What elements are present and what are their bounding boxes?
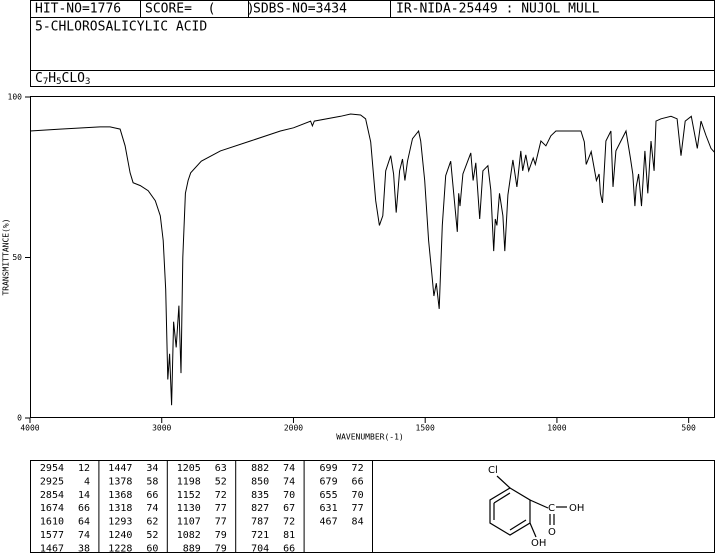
peak-wavenumber: 1228 bbox=[108, 543, 132, 553]
peak-wavenumber: 1577 bbox=[40, 530, 64, 541]
peak-transmittance: 66 bbox=[352, 476, 364, 487]
x-tick-label: 2000 bbox=[284, 424, 303, 433]
peak-wavenumber: 889 bbox=[183, 543, 201, 553]
peak-transmittance: 72 bbox=[352, 463, 364, 474]
peak-wavenumber: 1205 bbox=[177, 463, 201, 474]
peak-transmittance: 60 bbox=[146, 543, 158, 553]
peak-transmittance: 63 bbox=[215, 463, 227, 474]
peak-transmittance: 12 bbox=[78, 463, 90, 474]
peak-transmittance: 72 bbox=[215, 490, 227, 501]
peak-wavenumber: 1368 bbox=[108, 490, 132, 501]
method: IR-NIDA-25449 : NUJOL MULL bbox=[396, 2, 600, 17]
peak-wavenumber: 2854 bbox=[40, 490, 64, 501]
peak-transmittance: 58 bbox=[146, 476, 158, 487]
peak-wavenumber: 631 bbox=[320, 503, 338, 514]
peak-transmittance: 64 bbox=[78, 517, 90, 528]
peak-transmittance: 74 bbox=[283, 463, 295, 474]
peak-wavenumber: 699 bbox=[320, 463, 338, 474]
peak-transmittance: 52 bbox=[146, 530, 158, 541]
peak-wavenumber: 1674 bbox=[40, 503, 64, 514]
peak-transmittance: 70 bbox=[283, 490, 295, 501]
x-tick-label: 1000 bbox=[547, 424, 566, 433]
peak-wavenumber: 1610 bbox=[40, 517, 64, 528]
peak-wavenumber: 2925 bbox=[40, 476, 64, 487]
peak-transmittance: 74 bbox=[78, 530, 90, 541]
peak-transmittance: 34 bbox=[146, 463, 158, 474]
peak-transmittance: 81 bbox=[283, 530, 295, 541]
frames bbox=[30, 0, 715, 553]
peak-wavenumber: 1318 bbox=[108, 503, 132, 514]
peak-transmittance: 66 bbox=[146, 490, 158, 501]
x-tick-label: 4000 bbox=[20, 424, 39, 433]
y-tick-label: 50 bbox=[12, 253, 22, 262]
peak-wavenumber: 467 bbox=[320, 517, 338, 528]
bond bbox=[529, 522, 537, 538]
peak-transmittance: 84 bbox=[352, 517, 364, 528]
peak-transmittance: 66 bbox=[78, 503, 90, 514]
peak-transmittance: 52 bbox=[215, 476, 227, 487]
peak-wavenumber: 850 bbox=[251, 476, 269, 487]
peak-wavenumber: 679 bbox=[320, 476, 338, 487]
spectrum-line bbox=[29, 113, 715, 406]
peak-transmittance: 72 bbox=[283, 517, 295, 528]
atom-label: C bbox=[548, 503, 555, 514]
bond bbox=[529, 499, 549, 509]
peak-transmittance: 77 bbox=[352, 503, 364, 514]
peak-wavenumber: 1082 bbox=[177, 530, 201, 541]
peak-wavenumber: 1198 bbox=[177, 476, 201, 487]
ring bbox=[489, 487, 531, 536]
peak-wavenumber: 835 bbox=[251, 490, 269, 501]
x-tick-label: 500 bbox=[681, 424, 696, 433]
atom-label: O bbox=[548, 527, 556, 538]
sdbs-no: SDBS-NO=3434 bbox=[253, 2, 347, 17]
peak-transmittance: 14 bbox=[78, 490, 90, 501]
peak-wavenumber: 827 bbox=[251, 503, 269, 514]
x-axis-label: WAVENUMBER(-1) bbox=[336, 433, 403, 442]
peak-wavenumber: 1378 bbox=[108, 476, 132, 487]
peak-transmittance: 4 bbox=[84, 476, 90, 487]
atom-label: Cl bbox=[488, 465, 498, 476]
peak-transmittance: 74 bbox=[146, 503, 158, 514]
atom-label: OH bbox=[531, 538, 546, 549]
peak-wavenumber: 1293 bbox=[108, 517, 132, 528]
peak-transmittance: 77 bbox=[215, 517, 227, 528]
y-tick-label: 100 bbox=[8, 93, 23, 102]
formula: C7H5CLO3 bbox=[35, 71, 90, 87]
y-tick-label: 0 bbox=[17, 414, 22, 423]
atom-label: OH bbox=[569, 503, 584, 514]
x-tick-label: 3000 bbox=[152, 424, 171, 433]
peak-wavenumber: 1152 bbox=[177, 490, 201, 501]
peak-transmittance: 77 bbox=[215, 503, 227, 514]
peak-transmittance: 74 bbox=[283, 476, 295, 487]
bond bbox=[509, 519, 527, 531]
peak-transmittance: 70 bbox=[352, 490, 364, 501]
compound-name: 5-CHLOROSALICYLIC ACID bbox=[35, 20, 207, 35]
peak-wavenumber: 721 bbox=[251, 530, 269, 541]
peak-wavenumber: 1240 bbox=[108, 530, 132, 541]
peak-wavenumber: 655 bbox=[320, 490, 338, 501]
bond bbox=[496, 475, 511, 489]
peak-transmittance: 66 bbox=[283, 543, 295, 553]
peak-wavenumber: 1130 bbox=[177, 503, 201, 514]
peak-wavenumber: 2954 bbox=[40, 463, 64, 474]
peak-transmittance: 67 bbox=[283, 503, 295, 514]
peak-wavenumber: 1447 bbox=[108, 463, 132, 474]
x-tick-label: 1500 bbox=[416, 424, 435, 433]
peak-wavenumber: 787 bbox=[251, 517, 269, 528]
peak-transmittance: 79 bbox=[215, 530, 227, 541]
peak-transmittance: 79 bbox=[215, 543, 227, 553]
score: SCORE= ( ) bbox=[145, 2, 255, 17]
structure-drawing bbox=[489, 475, 567, 538]
header-box bbox=[30, 0, 715, 87]
peak-transmittance: 62 bbox=[146, 517, 158, 528]
peak-wavenumber: 704 bbox=[251, 543, 269, 553]
bond bbox=[493, 492, 511, 504]
hit-no: HIT-NO=1776 bbox=[35, 2, 121, 17]
peak-transmittance: 38 bbox=[78, 543, 90, 553]
peak-wavenumber: 882 bbox=[251, 463, 269, 474]
y-axis-label: TRANSMITTANCE(%) bbox=[2, 218, 11, 295]
peak-wavenumber: 1467 bbox=[40, 543, 64, 553]
peak-wavenumber: 1107 bbox=[177, 517, 201, 528]
